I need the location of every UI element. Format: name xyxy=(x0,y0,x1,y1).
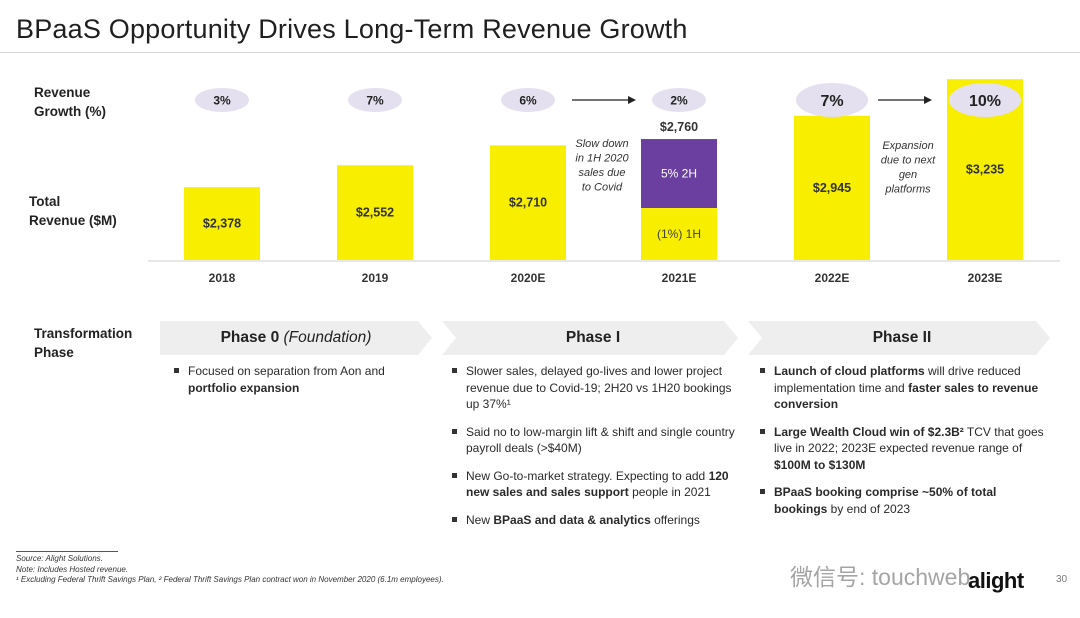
annotation-expansion: Expansion due to next gen platforms xyxy=(881,140,936,196)
category-label-2022E: 2022E xyxy=(815,271,850,285)
growth-pill-2023E xyxy=(949,83,1021,117)
category-label-2021E: 2021E xyxy=(662,271,697,285)
bullet-text: offerings xyxy=(650,512,700,527)
segment-label-2H: 5% 2H xyxy=(661,167,697,181)
footer-notes: Source: Alight Solutions. Note: Includes… xyxy=(16,554,444,586)
growth-label-2019: 7% xyxy=(366,94,384,108)
phase-1-chevron xyxy=(442,321,738,355)
growth-pill-2022E xyxy=(796,83,868,117)
growth-label-2023E: 10% xyxy=(969,93,1001,110)
bullet-bold: Large Wealth Cloud win of $2.3B² xyxy=(774,424,964,439)
footer-note: Note: Includes Hosted revenue. xyxy=(16,564,129,574)
footer-divider xyxy=(16,551,118,552)
phase-1-title-text: Phase I xyxy=(565,329,621,346)
bullet-bold: $100M to $130M xyxy=(774,457,866,472)
phase-1-bullet-2: Said no to low-margin lift & shift and s… xyxy=(450,424,742,457)
phase-0-title-text: Phase 0 xyxy=(220,329,280,346)
bullet-text: by end of 2023 xyxy=(827,501,911,516)
growth-label-2020E: 6% xyxy=(519,94,537,108)
bullet-bold: 120 new sales and sales support xyxy=(466,468,729,500)
footer-source: Source: Alight Solutions. xyxy=(16,554,103,563)
phase-label-line-1: Transformation xyxy=(34,326,133,341)
phase-1-bullet-4: New BPaaS and data & analytics offerings xyxy=(450,512,742,529)
value-label-2018: $2,378 xyxy=(203,217,241,231)
bar-2022E xyxy=(794,115,870,260)
revenue-bar-chart: $2,378 2018 3% $2,552 2019 7% $2,710 2020E 6% (1%… xyxy=(148,79,1060,285)
phase-2-chevron xyxy=(748,321,1050,355)
phase-0-bullet-1: Focused on separation from Aon and portf… xyxy=(172,363,412,396)
phase-1-bullet-1: Slower sales, delayed go-lives and lower… xyxy=(450,363,742,413)
bullet-text: will drive reduced implementation time a… xyxy=(774,364,1021,395)
phase-0-chevron xyxy=(160,321,432,355)
phase-2-bullets: Launch of cloud platforms will drive red… xyxy=(758,363,1050,528)
footer-footnote: ¹ Excluding Federal Thrift Savings Plan,… xyxy=(16,575,444,584)
bullet-text: people in 2021 xyxy=(628,485,711,499)
category-label-2020E: 2020E xyxy=(511,271,546,285)
bullet-bold: BPaaS and data & analytics xyxy=(493,512,651,527)
growth-label-2021E: 2% xyxy=(670,94,688,108)
phase-label-line-2: Phase xyxy=(34,345,74,360)
segment-label-1H: (1%) 1H xyxy=(657,227,701,241)
bullet-text: Slower sales, delayed go-lives and lower… xyxy=(466,364,732,411)
bar-2020E xyxy=(490,145,566,260)
bar-2021E-2H xyxy=(641,139,717,208)
phase-2-bullet-1: Launch of cloud platforms will drive red… xyxy=(758,363,1050,413)
bar-2021E-1H xyxy=(641,208,717,260)
phase-2-title-text: Phase II xyxy=(872,329,932,346)
phase-0-bullets: Focused on separation from Aon and portf… xyxy=(172,363,412,407)
growth-label-2018: 3% xyxy=(213,94,231,108)
bullet-bold: portfolio expansion xyxy=(188,380,300,395)
value-label-2020E: $2,710 xyxy=(509,196,547,210)
growth-label-line-1: Revenue xyxy=(34,85,91,100)
growth-arrow-2022-2023-head xyxy=(924,96,932,104)
value-label-2022E: $2,945 xyxy=(813,181,851,195)
growth-row-label: Revenue Growth (%) xyxy=(34,83,106,121)
growth-label-line-2: Growth (%) xyxy=(34,104,106,119)
annotation-slowdown: Slow down in 1H 2020 sales due to Covid xyxy=(575,138,629,194)
revenue-label-line-1: Total xyxy=(29,194,61,209)
page-number: 30 xyxy=(1056,574,1068,585)
phase-row-label: Transformation Phase xyxy=(34,324,132,362)
phase-1-bullets: Slower sales, delayed go-lives and lower… xyxy=(450,363,742,539)
bullet-bold: Launch of cloud platforms xyxy=(774,364,925,378)
wechat-watermark: 微信号: touchweb xyxy=(790,564,971,590)
bullet-text: Focused on separation from Aon and xyxy=(188,364,385,378)
growth-pill-2018 xyxy=(195,88,249,112)
phase-0-title: Phase 0 (Foundation) xyxy=(160,329,432,347)
bullet-text: Said no to low-margin lift & shift and s… xyxy=(466,424,735,456)
bullet-bold: faster sales to revenue conversion xyxy=(774,380,1039,412)
bullet-text: TCV that goes live in 2022; 2023E expect… xyxy=(774,424,1044,456)
bar-2019 xyxy=(337,165,413,260)
growth-pill-2019 xyxy=(348,88,402,112)
value-label-2023E: $3,235 xyxy=(966,163,1004,177)
growth-arrow-2020-2021-head xyxy=(628,96,636,104)
phase-2-bullet-2: Large Wealth Cloud win of $2.3B² TCV tha… xyxy=(758,424,1050,474)
growth-pill-2021E xyxy=(652,88,706,112)
growth-label-2022E: 7% xyxy=(820,93,843,110)
category-label-2023E: 2023E xyxy=(968,271,1003,285)
phase-1-bullet-3: New Go-to-market strategy. Expecting to … xyxy=(450,468,742,501)
phase-0-subtitle: (Foundation) xyxy=(283,329,372,346)
bullet-bold: BPaaS booking comprise ~50% of total boo… xyxy=(774,485,997,516)
bullet-text: New xyxy=(466,512,494,527)
phase-2-title: Phase II xyxy=(754,329,1050,347)
value-label-2019: $2,552 xyxy=(356,206,394,220)
growth-pill-2020E xyxy=(501,88,555,112)
phase-1-title: Phase I xyxy=(448,329,738,347)
category-label-2018: 2018 xyxy=(209,271,236,285)
title-divider xyxy=(0,52,1080,53)
revenue-label-line-2: Revenue ($M) xyxy=(29,213,117,228)
phase-2-bullet-3: BPaaS booking comprise ~50% of total boo… xyxy=(758,484,1050,517)
bullet-text: New Go-to-market strategy. Expecting to … xyxy=(466,468,709,483)
alight-logo: alight xyxy=(968,568,1024,593)
slide-title: BPaaS Opportunity Drives Long-Term Reven… xyxy=(16,14,688,44)
value-label-2021E: $2,760 xyxy=(660,120,698,134)
phase-chevrons xyxy=(160,321,1050,355)
category-label-2019: 2019 xyxy=(362,271,389,285)
bar-2018 xyxy=(184,187,260,260)
revenue-row-label: Total Revenue ($M) xyxy=(29,192,117,230)
